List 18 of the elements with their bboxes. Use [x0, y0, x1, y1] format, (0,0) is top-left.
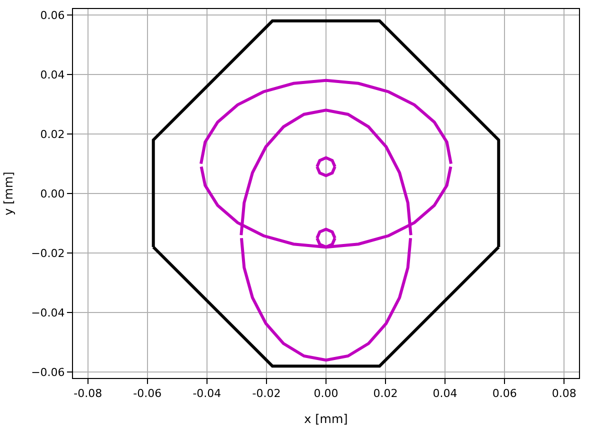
y-tick-label: −0.06: [31, 366, 65, 379]
x-tick-label: 0.08: [552, 387, 576, 400]
y-tick-label: −0.04: [31, 306, 65, 320]
y-axis-title: y [mm]: [1, 172, 16, 216]
x-tick-label: 0.02: [373, 387, 398, 400]
x-tick-label: -0.06: [133, 387, 162, 400]
x-tick-label: -0.08: [74, 387, 102, 400]
x-tick-label: -0.04: [192, 387, 222, 400]
y-tick-label: 0.02: [40, 128, 65, 141]
x-tick-label: 0.06: [492, 387, 517, 400]
y-tick-label: −0.02: [31, 246, 65, 260]
y-tick-label: 0.04: [40, 68, 65, 82]
x-tick-label: 0.00: [314, 387, 338, 400]
y-tick-label: 0.06: [40, 8, 65, 22]
x-tick-label: -0.02: [252, 387, 281, 400]
y-tick-label: 0.00: [40, 187, 65, 200]
x-axis-title: x [mm]: [304, 412, 348, 426]
x-tick-label: 0.04: [432, 387, 458, 400]
